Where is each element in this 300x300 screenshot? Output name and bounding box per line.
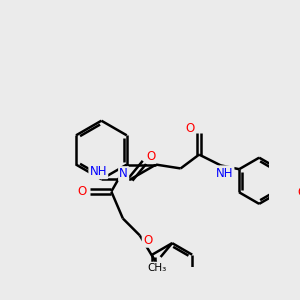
Text: O: O: [143, 233, 152, 247]
Text: N: N: [119, 167, 128, 180]
Text: CH₃: CH₃: [147, 263, 167, 273]
Text: NH: NH: [90, 165, 107, 178]
Text: O: O: [146, 150, 155, 163]
Text: O: O: [298, 186, 300, 199]
Text: O: O: [77, 185, 87, 198]
Text: NH: NH: [216, 167, 233, 180]
Text: O: O: [185, 122, 194, 135]
